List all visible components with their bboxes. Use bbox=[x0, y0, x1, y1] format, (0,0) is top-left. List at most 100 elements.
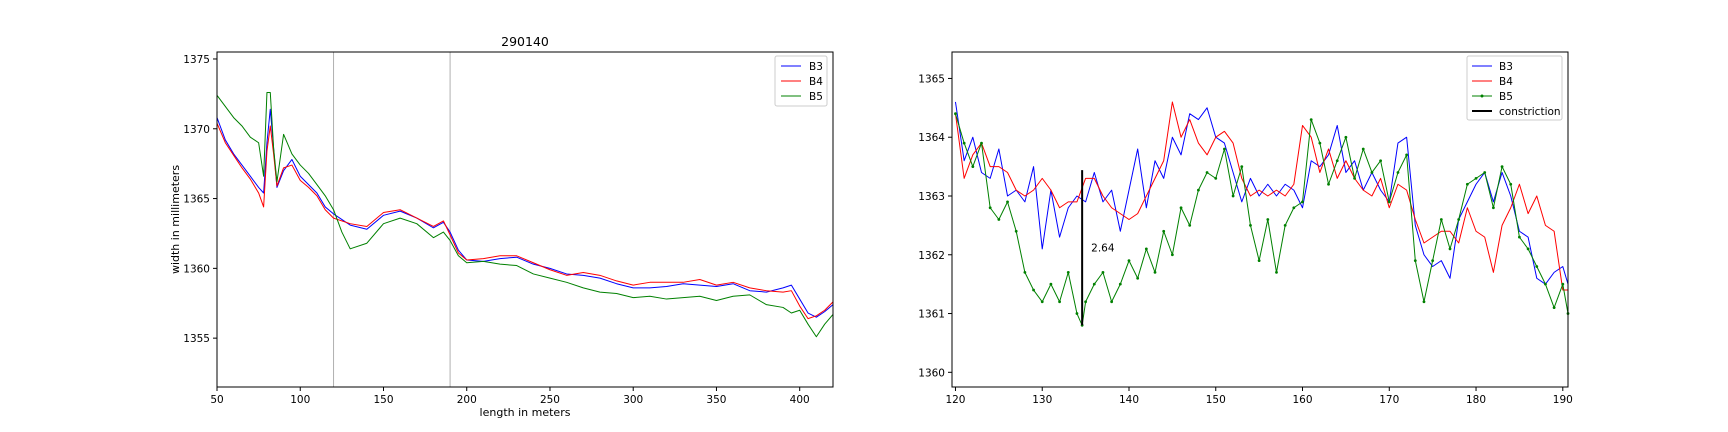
x-tick-label: 180 bbox=[1466, 394, 1486, 406]
constriction-value-label: 2.64 bbox=[1091, 243, 1115, 255]
y-tick-label: 1375 bbox=[183, 54, 210, 66]
data-point-b5 bbox=[1379, 159, 1382, 163]
data-point-b5 bbox=[1292, 206, 1296, 210]
data-point-b5 bbox=[1370, 171, 1374, 174]
data-point-b5 bbox=[988, 206, 992, 210]
x-tick-label: 140 bbox=[1119, 394, 1139, 406]
data-point-b5 bbox=[1353, 176, 1356, 180]
data-point-b5 bbox=[1153, 270, 1157, 274]
series-line-b5 bbox=[216, 91, 834, 338]
data-point-b5 bbox=[1170, 253, 1174, 257]
right-chart: 2.64 120 130 140 150 160 170 180 190 1360136113… bbox=[918, 51, 1573, 406]
data-point-b5 bbox=[1040, 300, 1044, 304]
left-chart-title: 290140 bbox=[501, 34, 549, 49]
y-tick-label: 1360 bbox=[918, 367, 945, 379]
left-series-lines bbox=[216, 91, 834, 338]
data-point-b5 bbox=[962, 141, 966, 145]
data-point-b5 bbox=[1448, 247, 1452, 251]
data-point-b5 bbox=[1066, 270, 1070, 274]
data-point-b5 bbox=[1361, 147, 1365, 151]
data-point-b5 bbox=[1127, 259, 1131, 263]
y-tick-label: 1361 bbox=[918, 309, 945, 321]
series-line-b3 bbox=[954, 101, 1569, 285]
left-legend-b3-label: B3 bbox=[809, 61, 823, 73]
left-x-axis-label: length in meters bbox=[480, 406, 571, 419]
series-line-b3 bbox=[216, 108, 834, 318]
right-series-lines bbox=[954, 101, 1570, 327]
x-tick-label: 300 bbox=[623, 394, 643, 406]
data-point-b5 bbox=[1483, 171, 1487, 174]
data-point-b5 bbox=[1431, 259, 1435, 263]
data-point-b5 bbox=[1387, 200, 1391, 204]
data-point-b5 bbox=[1439, 218, 1443, 221]
series-line-b4 bbox=[954, 101, 1568, 291]
left-y-axis-label: width in millimeters bbox=[169, 165, 182, 274]
x-tick-label: 160 bbox=[1292, 394, 1312, 406]
data-point-b5 bbox=[1535, 265, 1539, 268]
y-tick-label: 1365 bbox=[183, 194, 210, 206]
x-tick-label: 50 bbox=[210, 394, 223, 406]
right-plot-frame bbox=[951, 51, 1569, 388]
data-point-b5 bbox=[1457, 218, 1461, 221]
data-point-b5 bbox=[1413, 259, 1417, 263]
data-point-b5 bbox=[1275, 270, 1278, 274]
series-line-b4 bbox=[216, 122, 834, 320]
data-point-b5 bbox=[1092, 282, 1096, 286]
data-point-b5 bbox=[1405, 153, 1409, 157]
data-point-b5 bbox=[1561, 282, 1565, 286]
x-tick-label: 350 bbox=[706, 394, 726, 406]
x-tick-label: 150 bbox=[1206, 394, 1226, 406]
left-vertical-lines bbox=[333, 52, 451, 387]
y-tick-label: 1360 bbox=[183, 263, 210, 275]
data-point-b5 bbox=[1144, 247, 1148, 251]
right-legend-b4-label: B4 bbox=[1499, 76, 1513, 88]
data-point-b5 bbox=[1084, 300, 1088, 304]
data-point-b5 bbox=[1179, 206, 1183, 210]
left-chart: 290140 50 100 150 200 250 300 350 400 135513601… bbox=[169, 34, 834, 419]
data-point-b5 bbox=[1205, 171, 1209, 174]
data-point-b5 bbox=[1257, 259, 1261, 263]
data-point-b5 bbox=[1344, 135, 1348, 139]
left-legend-b5-label: B5 bbox=[809, 91, 823, 103]
data-point-b5 bbox=[1544, 282, 1547, 286]
data-point-b5 bbox=[1058, 300, 1061, 304]
x-tick-label: 400 bbox=[790, 394, 810, 406]
right-legend-b3-label: B3 bbox=[1499, 61, 1513, 73]
data-point-b5 bbox=[1231, 194, 1235, 198]
right-legend-b5-label: B5 bbox=[1499, 91, 1513, 103]
right-y-ticks: 1360 1361 1362 1363 1364 1365 bbox=[918, 73, 952, 379]
data-point-b5 bbox=[1301, 200, 1304, 204]
data-point-b5 bbox=[1101, 270, 1105, 274]
data-point-b5 bbox=[1491, 206, 1495, 210]
data-point-b5 bbox=[1223, 147, 1226, 151]
data-point-b5 bbox=[1240, 165, 1244, 169]
data-point-b5 bbox=[1552, 306, 1556, 310]
left-legend: B3 B4 B5 bbox=[774, 55, 828, 107]
x-tick-label: 190 bbox=[1553, 394, 1573, 406]
x-tick-label: 250 bbox=[540, 394, 560, 406]
data-point-b5 bbox=[1188, 223, 1192, 227]
left-y-ticks: 1355 1360 1365 1370 1375 bbox=[183, 54, 217, 345]
data-point-b5 bbox=[1006, 200, 1009, 204]
data-point-b5 bbox=[1500, 165, 1504, 169]
data-point-b5 bbox=[1396, 171, 1400, 174]
data-point-b5 bbox=[1023, 270, 1027, 274]
right-legend-constriction-label: constriction bbox=[1499, 106, 1561, 118]
data-point-b5 bbox=[1110, 300, 1114, 304]
left-x-ticks: 50 100 150 200 250 300 350 400 bbox=[210, 387, 810, 406]
data-point-b5 bbox=[1136, 276, 1140, 280]
left-legend-b4-label: B4 bbox=[809, 76, 823, 88]
right-legend-b5-marker bbox=[1480, 94, 1484, 98]
x-tick-label: 200 bbox=[457, 394, 477, 406]
x-tick-label: 130 bbox=[1032, 394, 1052, 406]
data-point-b5 bbox=[1465, 182, 1469, 186]
data-point-b5 bbox=[1309, 118, 1313, 121]
data-point-b5 bbox=[1335, 159, 1339, 163]
left-plot-frame bbox=[216, 51, 834, 388]
data-point-b5 bbox=[1422, 300, 1426, 304]
x-tick-label: 120 bbox=[945, 394, 965, 406]
data-point-b5 bbox=[1014, 229, 1018, 233]
data-point-b5 bbox=[1327, 182, 1330, 186]
right-x-ticks: 120 130 140 150 160 170 180 190 bbox=[945, 387, 1573, 406]
y-tick-label: 1363 bbox=[918, 191, 945, 203]
